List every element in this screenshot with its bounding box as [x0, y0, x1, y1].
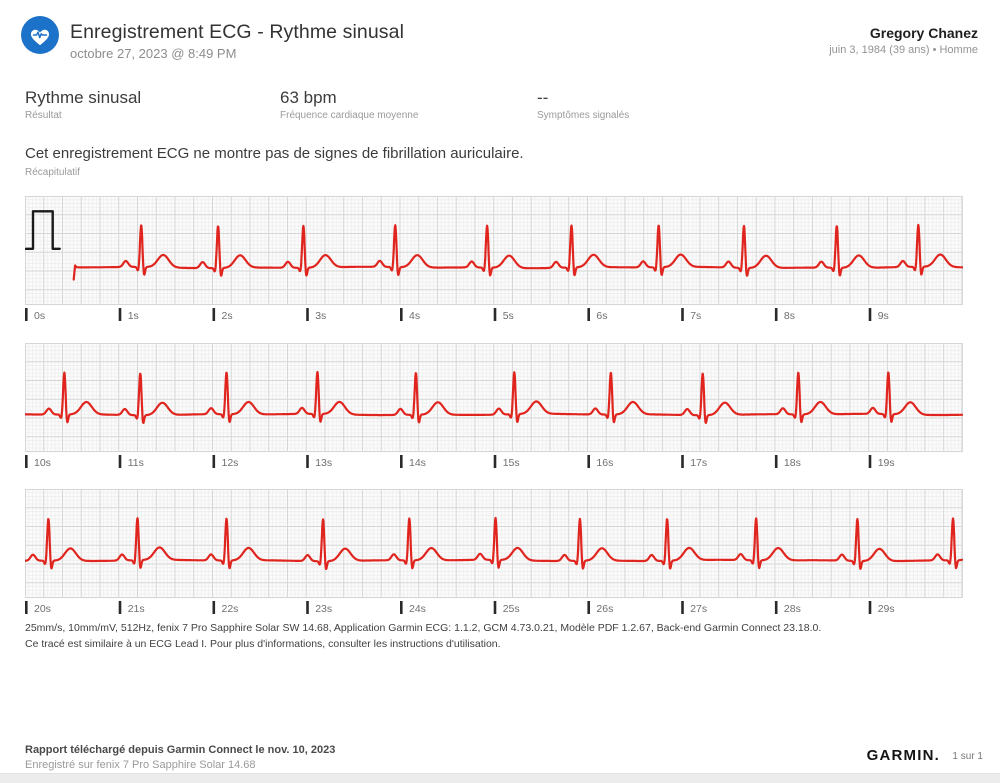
- symptoms-label: Symptômes signalés: [537, 110, 630, 121]
- tick-label: 17s: [690, 457, 707, 469]
- page-edge: [0, 773, 1000, 783]
- ecg-strip-0-10s: 0s 1s 2s 3s 4s 5s 6s 7s 8s 9s: [24, 195, 964, 328]
- report-datetime: octobre 27, 2023 @ 8:49 PM: [70, 46, 237, 61]
- tick-label: 4s: [409, 310, 420, 322]
- tick-label: 5s: [503, 310, 514, 322]
- patient-block: Gregory Chanez juin 3, 1984 (39 ans) • H…: [829, 25, 978, 56]
- tick-label: 28s: [784, 603, 801, 615]
- tick-label: 12s: [222, 457, 239, 469]
- recorded-info: Enregistré sur fenix 7 Pro Sapphire Sola…: [25, 759, 256, 771]
- tick-label: 9s: [878, 310, 889, 322]
- tick-label: 15s: [503, 457, 520, 469]
- patient-info: juin 3, 1984 (39 ans) • Homme: [829, 44, 978, 56]
- heart-rate-label: Fréquence cardiaque moyenne: [280, 110, 419, 121]
- tick-label: 25s: [503, 603, 520, 615]
- tick-label: 6s: [596, 310, 607, 322]
- tick-label: 23s: [315, 603, 332, 615]
- summary-text: Cet enregistrement ECG ne montre pas de …: [25, 145, 524, 162]
- result-value: Rythme sinusal: [25, 88, 142, 107]
- tick-label: 21s: [128, 603, 145, 615]
- summary-label: Récapitulatif: [25, 167, 81, 178]
- tick-label: 7s: [690, 310, 701, 322]
- tick-label: 20s: [34, 603, 51, 615]
- tick-label: 24s: [409, 603, 426, 615]
- tick-label: 26s: [596, 603, 613, 615]
- download-info: Rapport téléchargé depuis Garmin Connect…: [25, 744, 336, 756]
- tick-label: 10s: [34, 457, 51, 469]
- tick-label: 3s: [315, 310, 326, 322]
- symptoms-value: --: [537, 88, 549, 107]
- ecg-strip-20-30s: 20s 21s 22s 23s 24s 25s 26s 27s 28s 29s: [23, 488, 964, 621]
- heart-rate-value: 63 bpm: [280, 88, 337, 107]
- lead-info-line: Ce tracé est similaire à un ECG Lead I. …: [25, 638, 501, 650]
- tick-label: 16s: [596, 457, 613, 469]
- heart-pulse-icon: [21, 16, 59, 54]
- device-info-line: 25mm/s, 10mm/mV, 512Hz, fenix 7 Pro Sapp…: [25, 622, 822, 634]
- tick-label: 29s: [878, 603, 895, 615]
- report-title: Enregistrement ECG - Rythme sinusal: [70, 21, 405, 43]
- page-number: 1 sur 1: [952, 751, 983, 762]
- tick-label: 2s: [222, 310, 233, 322]
- tick-label: 13s: [315, 457, 332, 469]
- tick-label: 19s: [878, 457, 895, 469]
- garmin-logo: GARMIN.: [866, 747, 940, 764]
- tick-label: 1s: [128, 310, 139, 322]
- tick-label: 11s: [128, 457, 144, 469]
- tick-label: 0s: [34, 310, 45, 322]
- patient-name: Gregory Chanez: [869, 25, 978, 41]
- tick-label: 8s: [784, 310, 795, 322]
- tick-label: 14s: [409, 457, 426, 469]
- ecg-strip-10-20s: 10s 11s 12s 13s 14s 15s 16s 17s 18s 19s: [23, 342, 964, 475]
- tick-label: 27s: [690, 603, 707, 615]
- tick-label: 18s: [784, 457, 801, 469]
- tick-label: 22s: [222, 603, 239, 615]
- result-label: Résultat: [25, 110, 62, 121]
